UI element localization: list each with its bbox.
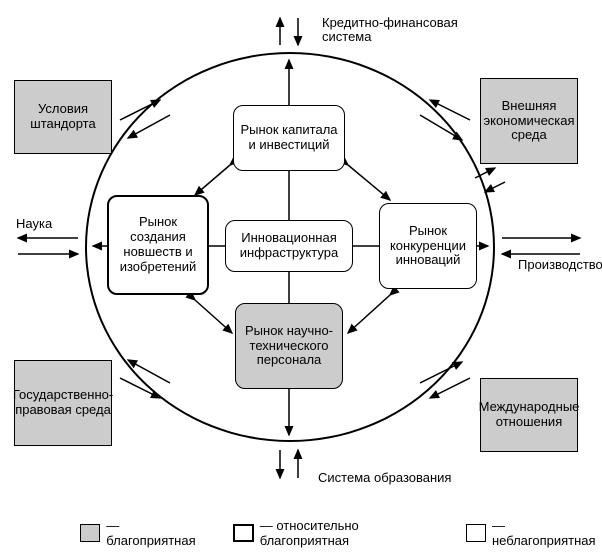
legend-item-fav: — благоприятная xyxy=(80,518,203,548)
node-top: Рынок капитала и инвестиций xyxy=(233,105,345,171)
node-bottom: Рынок научно-технического персонала xyxy=(235,303,343,389)
legend-item-rel: — относительно благоприятная xyxy=(233,518,435,548)
node-ext-br: Международные отношения xyxy=(480,378,578,452)
legend-text: — относительно благоприятная xyxy=(260,518,436,548)
label-left: Наука xyxy=(16,217,52,231)
label-bottom: Система образования xyxy=(318,471,451,485)
node-ext-tr: Внешняя экономическая среда xyxy=(480,78,578,164)
label-top: Кредитно-финансовая система xyxy=(322,16,502,45)
node-left: Рынок создания новшеств и изобретений xyxy=(107,195,209,295)
legend-item-unfav: — неблагоприятная xyxy=(466,518,602,548)
label-right: Производство xyxy=(518,258,598,272)
node-ext-bl: Государственно-правовая среда xyxy=(14,360,112,446)
legend-text: — благоприятная xyxy=(106,518,203,548)
legend: — благоприятная — относительно благоприя… xyxy=(80,518,602,548)
diagram-stage: Инновационная инфраструктура Рынок капит… xyxy=(0,0,602,554)
swatch-plain xyxy=(466,524,486,542)
node-right: Рынок конкуренции инноваций xyxy=(379,203,477,289)
node-ext-tl: Условия штандорта xyxy=(14,80,112,154)
swatch-bold xyxy=(233,524,253,542)
legend-text: — неблагоприятная xyxy=(492,518,602,548)
node-center: Инновационная инфраструктура xyxy=(225,220,353,272)
swatch-gray xyxy=(80,524,100,542)
